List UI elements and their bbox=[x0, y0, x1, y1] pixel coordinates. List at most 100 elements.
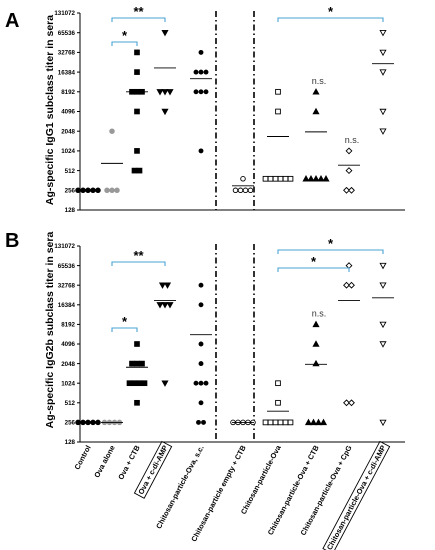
data-point bbox=[109, 187, 115, 194]
y-tick-label: 2048 bbox=[61, 128, 75, 135]
y-tick-label: 32768 bbox=[58, 282, 76, 289]
data-point bbox=[161, 89, 169, 96]
data-point bbox=[158, 282, 167, 289]
y-tick-label: 8192 bbox=[61, 89, 75, 96]
data-point bbox=[198, 69, 204, 75]
x-tick-label: Control bbox=[72, 444, 92, 471]
data-point bbox=[275, 399, 281, 406]
data-point bbox=[139, 360, 145, 367]
x-tick-label-box bbox=[322, 440, 391, 550]
data-point bbox=[277, 175, 284, 182]
significance-bracket bbox=[277, 17, 384, 22]
data-point bbox=[134, 49, 140, 56]
y-tick-label: 4096 bbox=[61, 341, 75, 348]
data-point bbox=[379, 282, 387, 289]
data-point bbox=[345, 167, 353, 175]
ns-annotation: n.s. bbox=[345, 135, 360, 145]
data-point bbox=[134, 360, 140, 367]
y-tick-label: 256 bbox=[65, 188, 76, 195]
data-point bbox=[379, 419, 387, 427]
data-point bbox=[302, 175, 310, 182]
y-tick-label: 1024 bbox=[61, 148, 75, 155]
data-point bbox=[307, 175, 315, 182]
data-point bbox=[317, 175, 325, 182]
data-point bbox=[287, 419, 294, 426]
y-tick-label: 128 bbox=[65, 439, 76, 446]
data-point bbox=[198, 282, 204, 288]
data-point bbox=[379, 321, 387, 329]
data-point bbox=[282, 419, 289, 426]
data-point bbox=[134, 148, 140, 154]
data-point bbox=[312, 175, 320, 182]
data-point bbox=[240, 176, 246, 182]
y-tick-label: 512 bbox=[65, 168, 76, 175]
y-tick-label: 8192 bbox=[61, 322, 75, 329]
significance-bracket bbox=[111, 41, 138, 46]
panel-b: B Ag-specific IgG2b subclass titer in se… bbox=[5, 230, 405, 446]
panel-a: A Ag-specific IgG1 subclass titer in ser… bbox=[5, 4, 405, 214]
y-tick-label: 16384 bbox=[58, 69, 76, 76]
data-point bbox=[109, 128, 115, 134]
data-point bbox=[237, 187, 244, 194]
x-tick-label: Chitosan-particle-Ova + c-di-AMP bbox=[325, 444, 388, 550]
data-point bbox=[312, 107, 320, 115]
data-point bbox=[134, 69, 140, 75]
y-tick-label: 4096 bbox=[61, 109, 75, 116]
data-point bbox=[282, 175, 289, 182]
data-point bbox=[198, 380, 204, 386]
data-point bbox=[277, 419, 284, 426]
data-point bbox=[272, 175, 279, 182]
data-point bbox=[161, 108, 169, 116]
panel-a-letter: A bbox=[5, 10, 19, 32]
significance-label: * bbox=[311, 254, 317, 269]
panel-b-ylabel: Ag-specific IgG2b subclass titer in sera bbox=[44, 232, 56, 429]
data-point bbox=[322, 175, 330, 182]
data-point bbox=[114, 187, 120, 194]
significance-bracket bbox=[111, 17, 166, 22]
data-point bbox=[267, 419, 274, 426]
data-point bbox=[348, 186, 355, 194]
data-point bbox=[198, 49, 204, 55]
y-tick-label: 65536 bbox=[58, 263, 76, 270]
y-tick-label: 256 bbox=[65, 420, 76, 427]
y-tick-label: 32768 bbox=[58, 50, 76, 57]
data-point bbox=[262, 175, 269, 182]
y-tick-label: 2048 bbox=[61, 361, 75, 368]
data-point bbox=[134, 399, 140, 406]
data-point bbox=[304, 418, 313, 426]
data-point bbox=[343, 186, 350, 194]
data-point bbox=[267, 175, 274, 182]
data-point bbox=[156, 302, 164, 309]
data-point bbox=[312, 320, 320, 328]
data-point bbox=[348, 399, 355, 407]
significance-label: * bbox=[328, 4, 334, 19]
data-point bbox=[379, 262, 387, 270]
x-tick-label: Chitosan-particle-Ova bbox=[239, 443, 283, 516]
data-point bbox=[379, 128, 387, 135]
data-point bbox=[129, 360, 135, 367]
y-tick-label: 16384 bbox=[58, 302, 76, 309]
significance-label: * bbox=[122, 28, 128, 43]
data-point bbox=[163, 282, 172, 289]
data-point bbox=[161, 302, 169, 309]
y-tick-label: 128 bbox=[65, 207, 76, 214]
data-point bbox=[379, 49, 387, 57]
data-point bbox=[242, 187, 249, 194]
data-point bbox=[141, 380, 148, 387]
data-point bbox=[275, 88, 281, 95]
data-point bbox=[166, 89, 174, 96]
data-point bbox=[193, 69, 199, 75]
data-point bbox=[262, 419, 269, 426]
data-point bbox=[104, 187, 110, 194]
data-point bbox=[203, 69, 209, 75]
significance-bracket bbox=[277, 249, 384, 254]
data-point bbox=[201, 419, 206, 425]
ns-annotation: n.s. bbox=[312, 308, 327, 318]
data-point bbox=[131, 167, 138, 174]
data-point bbox=[272, 419, 279, 426]
data-point bbox=[166, 302, 174, 309]
y-tick-label: 1024 bbox=[61, 380, 75, 387]
data-point bbox=[136, 167, 143, 174]
